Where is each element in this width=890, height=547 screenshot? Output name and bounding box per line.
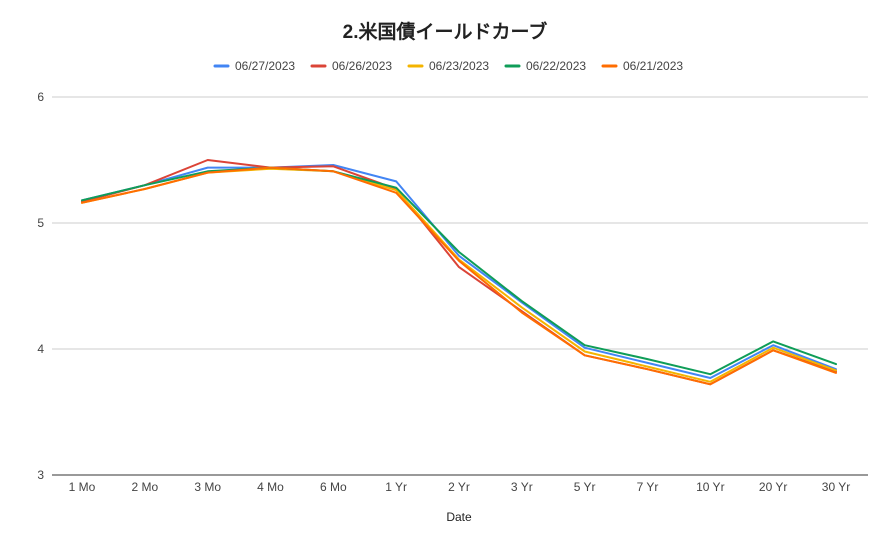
x-tick-label: 3 Mo (194, 480, 221, 494)
x-tick-label: 2 Mo (131, 480, 158, 494)
legend-item[interactable]: 06/27/2023 (213, 59, 295, 73)
series-line-06-23-2023 (81, 167, 837, 383)
y-tick-label: 4 (37, 342, 44, 356)
chart-title: 2.米国債イールドカーブ (343, 20, 548, 43)
legend: 06/27/2023 06/26/2023 06/23/2023 06/22/2023… (213, 59, 683, 73)
x-tick-label: 6 Mo (320, 480, 347, 494)
series-line-06-27-2023 (81, 164, 837, 379)
legend-item[interactable]: 06/26/2023 (310, 59, 392, 73)
y-tick-label: 6 (37, 90, 44, 104)
gridlines (52, 96, 868, 476)
legend-label: 06/22/2023 (526, 59, 586, 73)
legend-item[interactable]: 06/22/2023 (504, 59, 586, 73)
x-tick-label: 20 Yr (759, 480, 787, 494)
legend-label: 06/23/2023 (429, 59, 489, 73)
legend-item[interactable]: 06/21/2023 (601, 59, 683, 73)
x-tick-label: 1 Yr (385, 480, 407, 494)
x-tick-label: 30 Yr (822, 480, 850, 494)
series-line-06-22-2023 (81, 166, 837, 376)
legend-item[interactable]: 06/23/2023 (407, 59, 489, 73)
x-axis-ticks: 1 Mo 2 Mo 3 Mo 4 Mo 6 Mo 1 Yr 2 Yr 3 Yr 5 Yr 7 Yr… (69, 480, 851, 494)
x-tick-label: 2 Yr (448, 480, 470, 494)
x-tick-label: 10 Yr (696, 480, 724, 494)
x-tick-label: 1 Mo (69, 480, 96, 494)
legend-label: 06/21/2023 (623, 59, 683, 73)
legend-label: 06/27/2023 (235, 59, 295, 73)
x-axis-title: Date (446, 510, 472, 524)
series-line-06-26-2023 (81, 159, 837, 386)
y-tick-label: 5 (37, 216, 44, 230)
x-tick-label: 3 Yr (511, 480, 533, 494)
series-lines (81, 159, 837, 386)
x-tick-label: 7 Yr (637, 480, 659, 494)
y-axis-ticks: 3 4 5 6 (37, 90, 44, 482)
legend-label: 06/26/2023 (332, 59, 392, 73)
series-line-06-21-2023 (81, 166, 837, 386)
y-tick-label: 3 (37, 468, 44, 482)
x-tick-label: 4 Mo (257, 480, 284, 494)
x-tick-label: 5 Yr (574, 480, 596, 494)
